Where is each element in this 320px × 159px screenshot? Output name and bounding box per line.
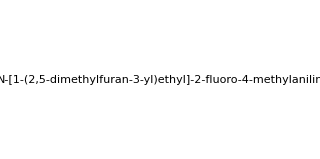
Text: N-[1-(2,5-dimethylfuran-3-yl)ethyl]-2-fluoro-4-methylaniline: N-[1-(2,5-dimethylfuran-3-yl)ethyl]-2-fl… (0, 75, 320, 85)
